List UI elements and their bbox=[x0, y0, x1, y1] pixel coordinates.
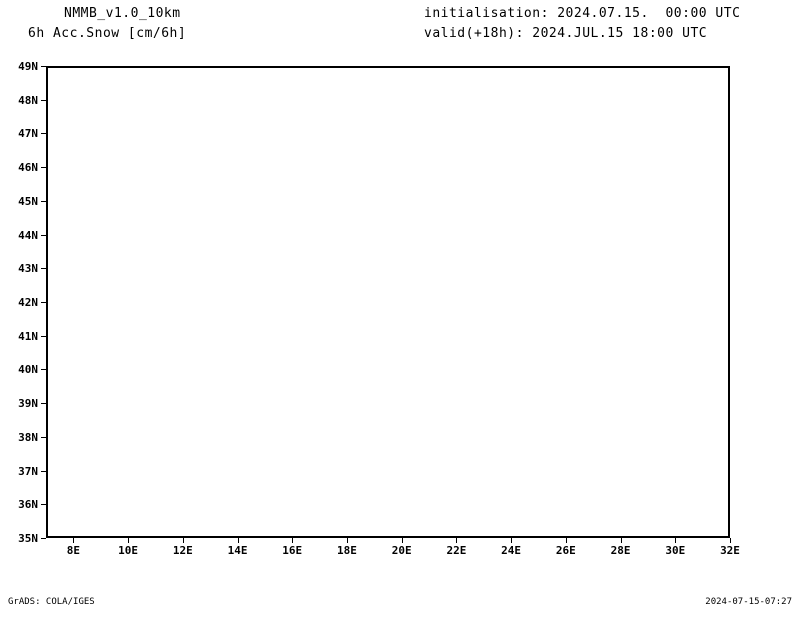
y-tick-mark bbox=[41, 268, 46, 270]
x-tick-label-30E: 30E bbox=[665, 544, 686, 557]
y-tick-mark bbox=[41, 133, 46, 135]
x-tick-label-14E: 14E bbox=[227, 544, 248, 557]
x-tick-mark bbox=[237, 538, 239, 543]
y-tick-label-45N: 45N bbox=[18, 194, 38, 208]
x-tick-mark bbox=[73, 538, 75, 543]
x-tick-label-32E: 32E bbox=[720, 544, 740, 557]
y-tick-label-46N: 46N bbox=[18, 161, 38, 175]
x-tick-label-22E: 22E bbox=[446, 544, 467, 557]
y-tick-mark bbox=[41, 99, 46, 101]
x-tick-mark bbox=[401, 538, 403, 543]
y-tick-mark bbox=[41, 66, 46, 67]
x-tick-mark bbox=[511, 538, 513, 543]
y-tick-mark bbox=[41, 504, 46, 506]
valid-time: valid(+18h): 2024.JUL.15 18:00 UTC bbox=[424, 26, 708, 41]
initialisation-time: initialisation: 2024.07.15. 00:00 UTC bbox=[424, 6, 741, 21]
y-tick-label-39N: 39N bbox=[18, 397, 38, 411]
header: NMMB_v1.0_10km 6h Acc.Snow [cm/6h] initi… bbox=[0, 0, 800, 60]
y-tick-mark bbox=[41, 470, 46, 472]
field-title: 6h Acc.Snow [cm/6h] bbox=[28, 26, 187, 41]
x-tick-mark bbox=[456, 538, 458, 543]
grads-credit: GrADS: COLA/IGES bbox=[8, 597, 95, 607]
y-tick-mark bbox=[41, 167, 46, 169]
y-tick-mark bbox=[41, 234, 46, 236]
y-tick-label-41N: 41N bbox=[18, 329, 38, 343]
x-tick-mark bbox=[675, 538, 677, 543]
x-tick-label-26E: 26E bbox=[555, 544, 576, 557]
model-title: NMMB_v1.0_10km bbox=[64, 6, 181, 21]
y-tick-mark bbox=[41, 369, 46, 371]
x-tick-mark bbox=[128, 538, 130, 543]
x-tick-mark bbox=[620, 538, 622, 543]
y-tick-mark bbox=[41, 335, 46, 337]
x-tick-label-8E: 8E bbox=[66, 544, 80, 557]
render-timestamp: 2024-07-15-07:27 bbox=[705, 597, 792, 607]
x-tick-label-20E: 20E bbox=[391, 544, 412, 557]
x-tick-label-12E: 12E bbox=[172, 544, 193, 557]
y-tick-label-40N: 40N bbox=[18, 363, 38, 377]
y-tick-label-36N: 36N bbox=[18, 498, 38, 512]
y-tick-label-48N: 48N bbox=[18, 93, 38, 107]
plot-frame bbox=[46, 66, 730, 538]
x-tick-mark bbox=[346, 538, 348, 543]
x-tick-label-18E: 18E bbox=[337, 544, 357, 557]
y-tick-label-37N: 37N bbox=[18, 464, 38, 478]
y-tick-label-35N: 35N bbox=[18, 532, 38, 545]
y-tick-mark bbox=[41, 436, 46, 438]
x-tick-mark bbox=[182, 538, 184, 543]
x-tick-mark bbox=[730, 538, 731, 543]
y-tick-label-44N: 44N bbox=[18, 228, 38, 242]
x-tick-label-24E: 24E bbox=[501, 544, 522, 557]
x-tick-mark bbox=[565, 538, 567, 543]
y-tick-mark bbox=[41, 538, 46, 539]
y-tick-label-49N: 49N bbox=[18, 60, 38, 73]
y-tick-mark bbox=[41, 200, 46, 202]
y-tick-label-47N: 47N bbox=[18, 127, 38, 141]
y-tick-mark bbox=[41, 403, 46, 405]
map-plot-area bbox=[46, 66, 730, 538]
y-tick-label-43N: 43N bbox=[18, 262, 38, 276]
y-tick-label-38N: 38N bbox=[18, 430, 38, 444]
x-tick-label-28E: 28E bbox=[610, 544, 631, 557]
x-tick-label-10E: 10E bbox=[118, 544, 139, 557]
y-tick-mark bbox=[41, 302, 46, 303]
y-tick-label-42N: 42N bbox=[18, 296, 38, 309]
x-tick-label-16E: 16E bbox=[282, 544, 303, 557]
x-tick-mark bbox=[292, 538, 294, 543]
